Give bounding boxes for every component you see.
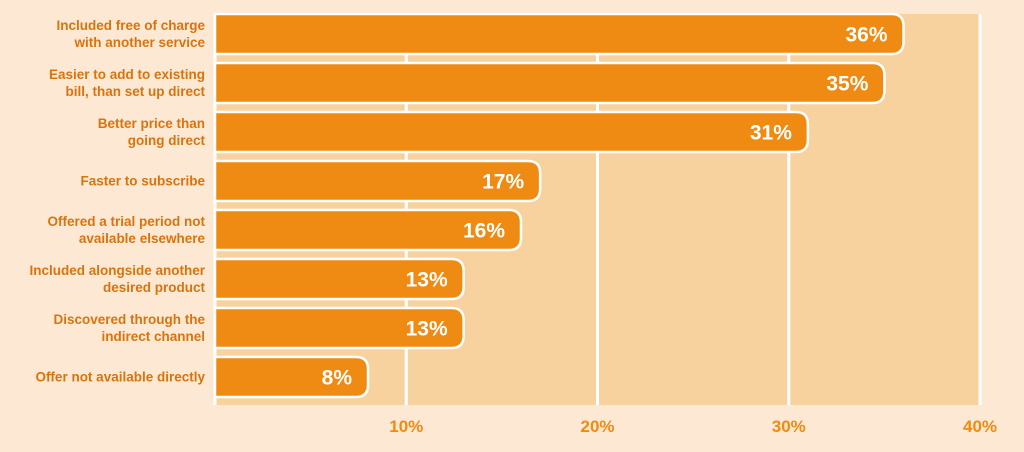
- category-label: Offered a trial period not: [47, 214, 205, 229]
- bar: [213, 110, 810, 154]
- category-label: Offer not available directly: [35, 370, 205, 385]
- bar-value-label: 36%: [845, 24, 887, 47]
- category-label: Easier to add to existing: [49, 67, 205, 82]
- category-label: indirect channel: [101, 329, 205, 344]
- category-label: Faster to subscribe: [80, 174, 205, 189]
- category-label: going direct: [128, 133, 206, 148]
- bar: [213, 306, 465, 350]
- bar-value-label: 35%: [826, 73, 868, 96]
- bar: [213, 12, 905, 56]
- bar-value-label: 17%: [482, 171, 524, 194]
- category-label: bill, than set up direct: [65, 84, 205, 99]
- category-label: available elsewhere: [79, 231, 206, 246]
- bar-value-label: 13%: [406, 318, 448, 341]
- x-tick-label: 10%: [389, 417, 423, 436]
- x-tick-label: 20%: [580, 417, 614, 436]
- category-label: Better price than: [98, 116, 205, 131]
- x-tick-label: 40%: [963, 417, 997, 436]
- bar: [213, 61, 886, 105]
- bar-value-label: 31%: [750, 122, 792, 145]
- bar: [213, 257, 465, 301]
- bar-value-label: 8%: [322, 367, 353, 390]
- bar: [213, 355, 370, 399]
- category-label: Included alongside another: [29, 263, 205, 278]
- bar-value-label: 13%: [406, 269, 448, 292]
- category-label: with another service: [73, 35, 205, 50]
- category-label: desired product: [103, 280, 206, 295]
- bar: [213, 208, 523, 252]
- x-tick-label: 30%: [772, 417, 806, 436]
- bar: [213, 159, 542, 203]
- bar-value-label: 16%: [463, 220, 505, 243]
- category-label: Discovered through the: [53, 312, 205, 327]
- category-label: Included free of charge: [56, 18, 205, 33]
